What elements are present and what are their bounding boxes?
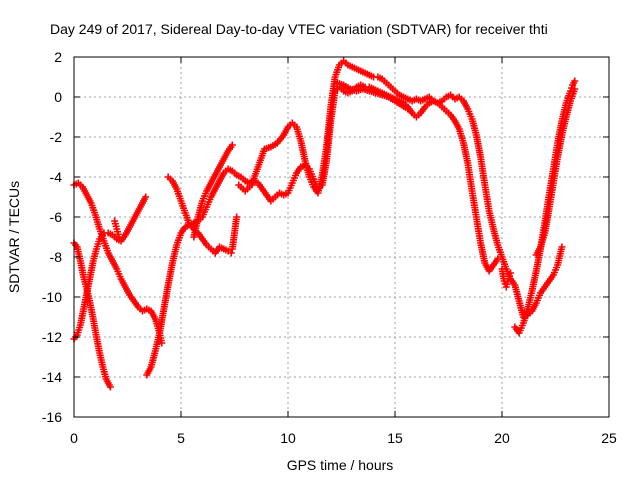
data-point-marker <box>558 243 566 251</box>
x-tick-label: 15 <box>387 430 403 446</box>
data-point-marker <box>228 141 236 149</box>
series-points <box>333 79 412 113</box>
data-point-marker <box>106 383 114 391</box>
axis-ticks <box>73 56 610 418</box>
x-tick-label: 25 <box>601 430 617 446</box>
data-point-marker <box>571 85 579 93</box>
series-points <box>143 81 502 379</box>
y-tick-label: -16 <box>42 409 62 425</box>
x-tick-label: 5 <box>177 430 185 446</box>
x-tick-label: 10 <box>280 430 296 446</box>
data-point-marker <box>115 233 123 241</box>
data-point-marker <box>158 339 166 347</box>
y-tick-labels: 2 0 -2 -4 -6 -8 -10 -12 -14 -16 <box>42 49 62 425</box>
chart-title: Day 249 of 2017, Sidereal Day-to-day VTE… <box>50 21 548 37</box>
series-points <box>228 213 241 253</box>
plot-frame <box>73 56 610 418</box>
y-tick-label: -4 <box>50 169 63 185</box>
series-points <box>235 57 566 321</box>
series-points <box>190 141 236 241</box>
y-tick-label: -12 <box>42 329 62 345</box>
series-points <box>70 179 166 347</box>
series-points <box>70 193 150 343</box>
y-tick-label: -10 <box>42 289 62 305</box>
series-points <box>498 265 515 291</box>
y-tick-label: -8 <box>50 249 63 265</box>
y-tick-label: -2 <box>50 129 63 145</box>
series-points <box>111 217 123 241</box>
data-point-marker <box>233 213 241 221</box>
data-point-marker <box>571 77 579 85</box>
series-points <box>532 85 579 259</box>
y-tick-label: 0 <box>54 89 62 105</box>
x-tick-label: 0 <box>70 430 78 446</box>
series-points <box>70 239 114 391</box>
y-tick-label: -14 <box>42 369 62 385</box>
data-points <box>70 57 579 391</box>
data-point-marker <box>507 269 515 277</box>
data-point-marker <box>227 249 235 257</box>
data-point-marker <box>142 193 150 201</box>
y-tick-label: 2 <box>54 49 62 65</box>
series-points <box>164 173 235 257</box>
x-axis-label: GPS time / hours <box>287 457 394 473</box>
x-tick-label: 20 <box>494 430 510 446</box>
y-axis-label: SDTVAR / TECUs <box>6 181 22 293</box>
data-point-marker <box>404 105 412 113</box>
y-tick-label: -6 <box>50 209 63 225</box>
x-tick-labels: 0 5 10 15 20 25 <box>70 430 617 446</box>
